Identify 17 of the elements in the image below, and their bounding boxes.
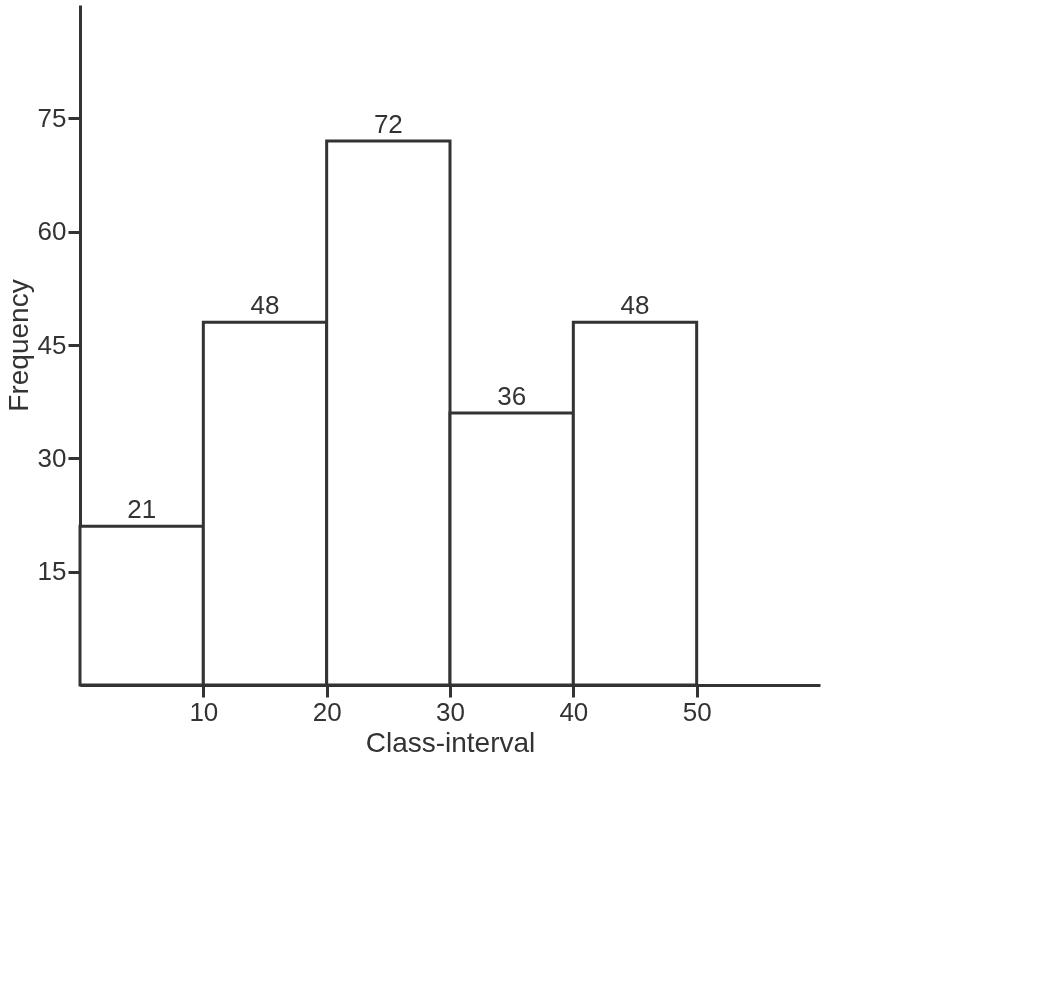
data-label: 48 <box>250 290 280 321</box>
x-tick-label: 50 <box>682 696 712 727</box>
x-tick-label: 40 <box>559 696 589 727</box>
y-tick-label: 30 <box>37 442 67 473</box>
data-label: 36 <box>497 381 527 411</box>
x-tick-label: 10 <box>189 696 219 727</box>
y-tick-label: 75 <box>37 102 67 133</box>
x-tick-label: 30 <box>436 696 465 727</box>
x-axis-title: Class-interval <box>365 726 536 758</box>
y-tick-label: 45 <box>37 329 67 360</box>
y-tick-label: 60 <box>37 216 67 247</box>
data-label: 21 <box>127 494 157 525</box>
data-label: 48 <box>620 290 650 321</box>
x-tick-label: 20 <box>312 696 342 727</box>
y-tick-label: 15 <box>37 556 67 587</box>
data-label: 72 <box>373 109 403 139</box>
y-axis-title: Frequency <box>2 279 34 412</box>
